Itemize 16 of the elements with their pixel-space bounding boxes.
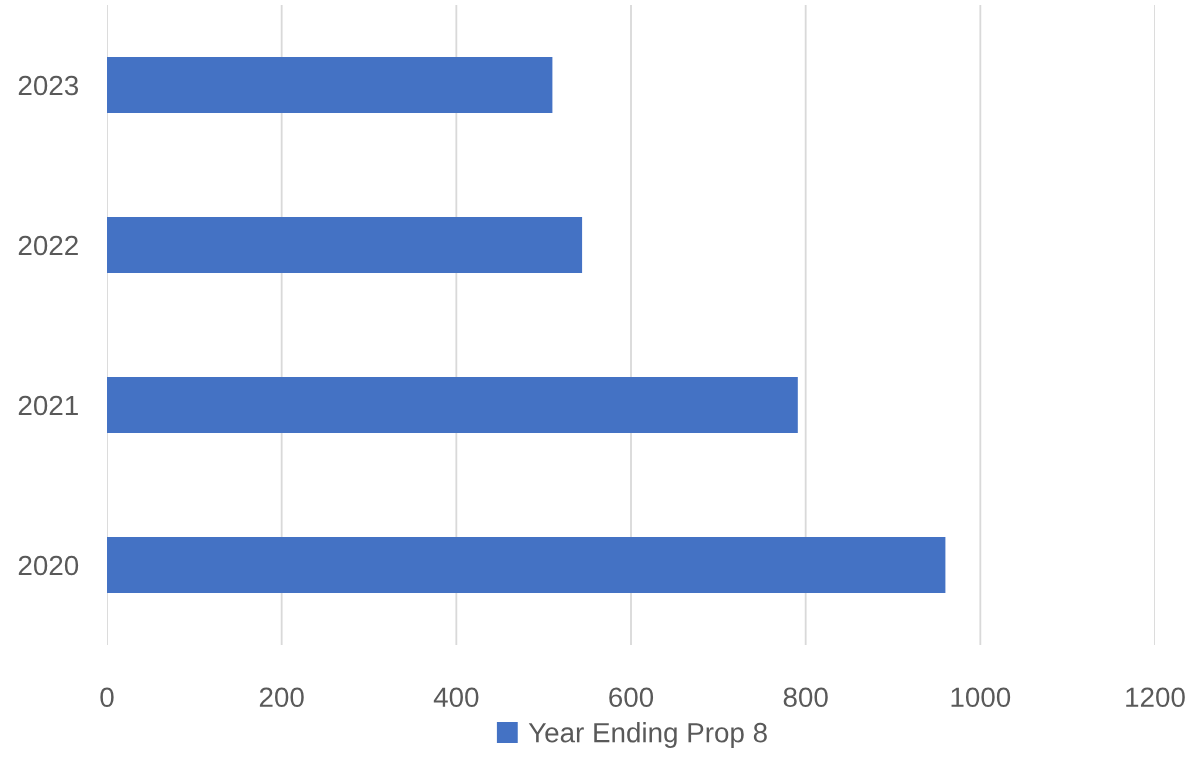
bar: [107, 57, 553, 113]
y-tick-label: 2021: [18, 395, 78, 416]
x-tick-label: 600: [609, 687, 654, 708]
x-tick-label: 800: [783, 687, 828, 708]
bar: [107, 217, 583, 273]
y-tick-label: 2020: [18, 555, 79, 576]
bar: [107, 537, 946, 593]
y-tick-label: 2023: [18, 75, 79, 96]
y-tick-label: 2022: [18, 235, 78, 256]
x-tick-label: 400: [433, 687, 479, 708]
x-tick-label: 1000: [951, 687, 1011, 708]
x-tick-label: 200: [259, 687, 304, 708]
x-tick-label: 0: [100, 687, 114, 708]
legend-label: Year Ending Prop 8: [528, 722, 767, 748]
bar: [107, 377, 798, 433]
x-tick-label: 1200: [1126, 687, 1185, 708]
